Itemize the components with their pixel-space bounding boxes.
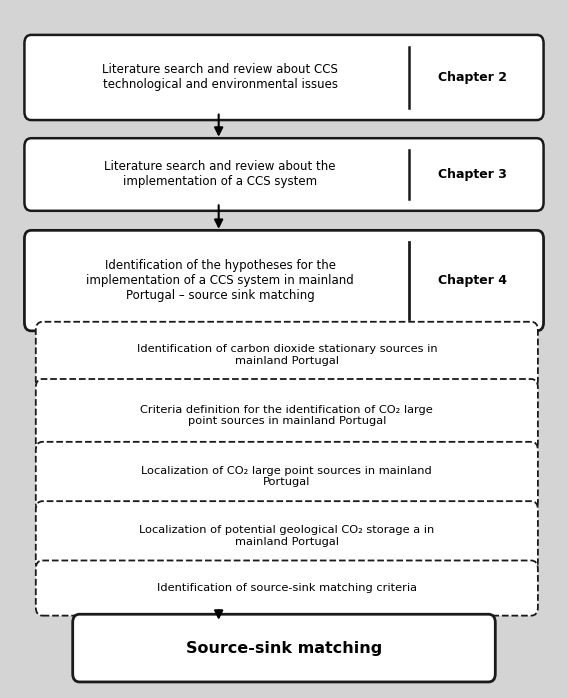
FancyBboxPatch shape [24,35,544,120]
FancyBboxPatch shape [73,614,495,682]
Text: Chapter 2: Chapter 2 [438,71,507,84]
Text: Localization of CO₂ large point sources in mainland
Portugal: Localization of CO₂ large point sources … [141,466,432,487]
Text: Chapter 4: Chapter 4 [438,274,507,287]
FancyBboxPatch shape [24,138,544,211]
FancyBboxPatch shape [36,501,538,570]
Text: Localization of potential geological CO₂ storage a in
mainland Portugal: Localization of potential geological CO₂… [139,525,435,547]
Text: Source-sink matching: Source-sink matching [186,641,382,655]
FancyBboxPatch shape [24,230,544,331]
FancyBboxPatch shape [36,560,538,616]
Text: Identification of carbon dioxide stationary sources in
mainland Portugal: Identification of carbon dioxide station… [136,345,437,366]
Text: Identification of the hypotheses for the
implementation of a CCS system in mainl: Identification of the hypotheses for the… [86,259,354,302]
FancyBboxPatch shape [36,379,538,452]
FancyBboxPatch shape [36,322,538,389]
FancyBboxPatch shape [36,442,538,511]
Text: Criteria definition for the identification of CO₂ large
point sources in mainlan: Criteria definition for the identificati… [140,405,433,426]
Text: Chapter 3: Chapter 3 [438,168,507,181]
Text: Literature search and review about CCS
technological and environmental issues: Literature search and review about CCS t… [102,64,338,91]
Text: Identification of source-sink matching criteria: Identification of source-sink matching c… [157,583,417,593]
Text: Literature search and review about the
implementation of a CCS system: Literature search and review about the i… [105,161,336,188]
